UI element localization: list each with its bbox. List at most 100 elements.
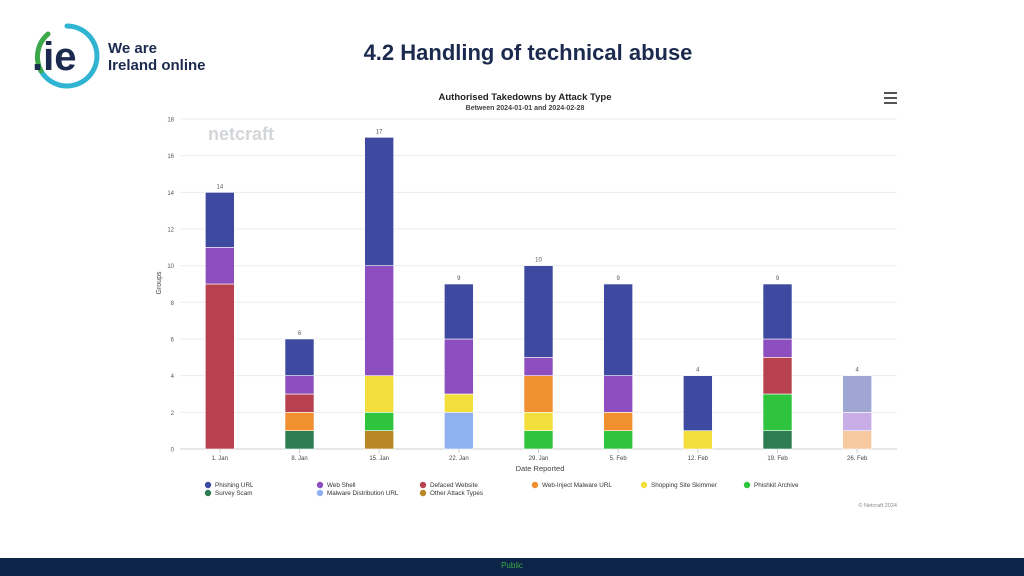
bar-segment-survey-scam: [762, 430, 793, 450]
legend-swatch: [204, 489, 212, 497]
y-tick-label: 16: [167, 154, 174, 160]
bar-segment-web-shell: [762, 338, 793, 358]
bar-segment-shopping-site-skimmer: [444, 393, 474, 413]
watermark: netcraft: [208, 124, 274, 144]
bar-segment-phishing-url: [444, 283, 474, 340]
bar-segment-shopping-site-skimmer: [364, 375, 394, 413]
logo-wordmark: We are Ireland online: [108, 40, 206, 74]
y-tick-label: 12: [167, 228, 174, 234]
bar-segment-phishing-url: [683, 375, 713, 431]
logo-line-2: Ireland online: [108, 57, 206, 74]
bar-segment-web-inject-malware-url: [523, 375, 554, 413]
chart-title: Authorised Takedowns by Attack Type: [439, 92, 612, 103]
legend-label: Other Attack Types: [430, 490, 483, 497]
legend-swatch: [419, 489, 427, 497]
y-tick-label: 10: [167, 264, 174, 270]
y-tick-label: 18: [167, 118, 174, 124]
legend-swatch: [204, 481, 212, 489]
y-tick-label: 6: [171, 338, 175, 344]
bar-segment-web-inject-malware-url: [603, 412, 633, 431]
footer-label: Public: [501, 561, 523, 570]
bar-segment-shopping-site-skimmer: [523, 412, 554, 431]
bar-total-label: 10: [535, 258, 542, 264]
bar-segment-phishing-url: [205, 192, 235, 248]
legend-swatch: [316, 481, 324, 489]
bar-total-label: 9: [457, 276, 461, 282]
legend-label: Survey Scam: [215, 490, 252, 497]
logo-mark-text: .ie: [32, 35, 76, 79]
bar-segment-malware-distribution-url: [444, 412, 474, 450]
x-tick-label: 29. Jan: [529, 456, 549, 462]
bar-segment-phishing-url: [284, 338, 315, 376]
bar-total-label: 14: [216, 184, 223, 190]
chart-menu-icon[interactable]: [884, 92, 897, 104]
x-axis-ticks: 1. Jan 8. Jan 15. Jan 22. Jan 29. Jan 5. Feb 1…: [212, 449, 868, 462]
legend-label: Malware Distribution URL: [327, 490, 399, 497]
bar-segment-web-inject-malware-url: [842, 430, 872, 450]
x-tick-label: 1. Jan: [212, 456, 228, 462]
bar-segment-other-attack-types: [364, 430, 394, 450]
bar-segment-phishing-url: [523, 265, 554, 358]
bar-total-label: 9: [616, 276, 620, 282]
y-axis-ticks: 0 2 4 6 8 10 12 14 16 18: [167, 118, 174, 454]
legend-label: Defaced Website: [430, 482, 478, 489]
y-tick-label: 8: [171, 301, 175, 307]
ie-logo: .ie: [28, 20, 228, 92]
bar-segment-phishing-url: [364, 137, 394, 266]
bar-segment-survey-scam: [284, 430, 315, 450]
y-axis-label: Groups: [156, 271, 163, 294]
legend-swatch: [316, 489, 324, 497]
slide-title: 4.2 Handling of technical abuse: [363, 40, 693, 65]
logo-line-1: We are: [108, 40, 157, 57]
legend: Phishing URL Web Shell Defaced Website Web-…: [204, 481, 799, 497]
y-tick-label: 0: [171, 448, 175, 454]
chart-container: Authorised Takedowns by Attack Type Betw…: [150, 84, 910, 514]
legend-swatch: [531, 481, 539, 489]
bar-segment-web-inject-malware-url: [284, 412, 315, 431]
legend-label: Phishkit Archive: [754, 482, 799, 489]
legend-swatch: [419, 481, 427, 489]
footer-bar: Public: [0, 558, 1024, 576]
y-tick-label: 2: [171, 411, 175, 417]
x-axis-label: Date Reported: [516, 464, 565, 473]
bar-total-label: 9: [776, 276, 780, 282]
bar-segment-web-shell: [364, 265, 394, 376]
bar-segment-web-shell: [205, 247, 235, 285]
legend-swatch: [743, 481, 751, 489]
y-tick-label: 4: [171, 374, 175, 380]
bar-total-label: 4: [696, 368, 700, 374]
bar-total-label: 6: [298, 331, 302, 337]
bar-segment-phishkit-archive: [762, 393, 793, 431]
y-tick-label: 14: [167, 191, 174, 197]
bar-total-labels: 14 6 17 9 10 9 4 9 4: [216, 129, 859, 373]
x-tick-label: 22. Jan: [449, 456, 469, 462]
bar-segment-defaced-website: [762, 357, 793, 395]
bar-segment-web-shell: [842, 412, 872, 431]
legend-label: Web Shell: [327, 482, 356, 489]
bar-segment-web-shell: [444, 338, 474, 395]
chart-subtitle: Between 2024-01-01 and 2024-02-28: [466, 105, 585, 112]
x-tick-label: 15. Jan: [369, 456, 389, 462]
chart-credit: © Netcraft 2024: [858, 502, 897, 509]
legend-label: Web-Inject Malware URL: [542, 482, 612, 489]
bar-segment-phishkit-archive: [364, 412, 394, 431]
bar-segment-phishing-url: [762, 283, 793, 340]
x-tick-label: 5. Feb: [610, 456, 628, 462]
bar-segment-phishkit-archive: [603, 430, 633, 450]
bar-segment-web-shell: [523, 357, 554, 376]
bar-segment-defaced-website: [205, 283, 235, 450]
bar-segment-phishing-url: [603, 283, 633, 376]
ie-logo-mark: .ie: [32, 23, 100, 89]
bars: [205, 137, 872, 450]
x-tick-label: 26. Feb: [847, 456, 868, 462]
bar-segment-shopping-site-skimmer: [683, 430, 713, 450]
bar-segment-web-shell: [603, 375, 633, 413]
legend-swatch: [640, 481, 648, 489]
legend-label: Phishing URL: [215, 482, 254, 489]
bar-total-label: 4: [855, 368, 859, 374]
bar-segment-phishing-url: [842, 375, 872, 413]
x-tick-label: 19. Feb: [767, 456, 788, 462]
legend-label: Shopping Site Skimmer: [651, 482, 717, 489]
stacked-bar-chart: Authorised Takedowns by Attack Type Betw…: [156, 92, 897, 509]
bar-segment-phishkit-archive: [523, 430, 554, 450]
